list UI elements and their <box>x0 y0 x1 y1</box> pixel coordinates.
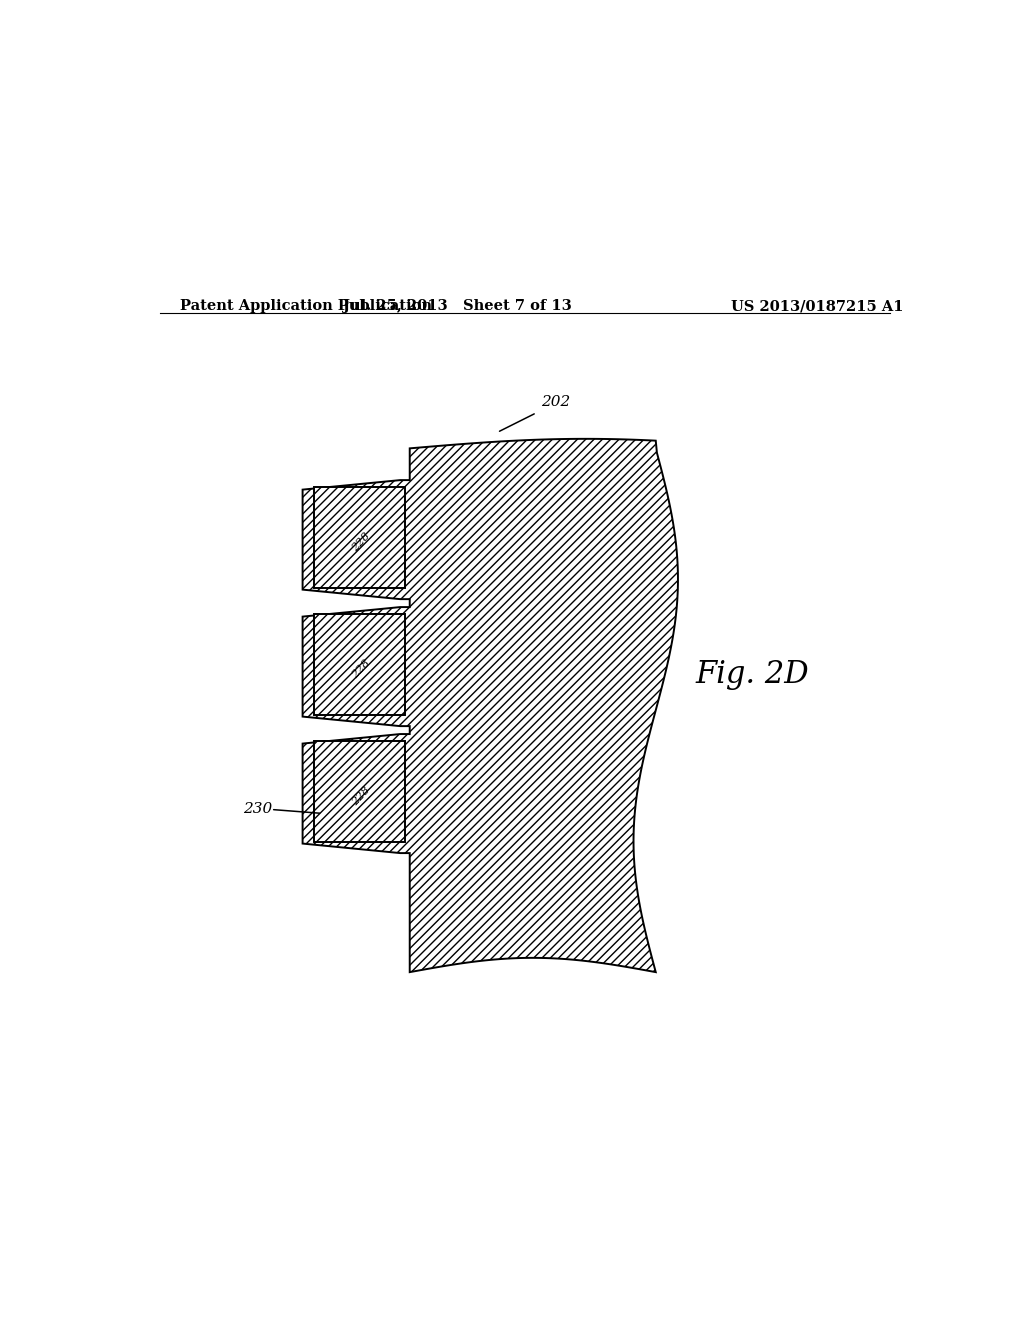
Text: Jul. 25, 2013   Sheet 7 of 13: Jul. 25, 2013 Sheet 7 of 13 <box>343 300 571 313</box>
Polygon shape <box>303 438 678 972</box>
Text: 202: 202 <box>541 396 570 409</box>
Text: 228: 228 <box>350 785 372 808</box>
Text: 228: 228 <box>350 531 372 553</box>
Bar <box>313 614 404 715</box>
Text: 228: 228 <box>350 659 372 681</box>
Text: Patent Application Publication: Patent Application Publication <box>179 300 431 313</box>
Text: US 2013/0187215 A1: US 2013/0187215 A1 <box>731 300 903 313</box>
Text: 230: 230 <box>243 803 272 817</box>
Text: Fig. 2D: Fig. 2D <box>695 659 809 690</box>
Bar <box>313 741 404 842</box>
Bar <box>313 487 404 587</box>
